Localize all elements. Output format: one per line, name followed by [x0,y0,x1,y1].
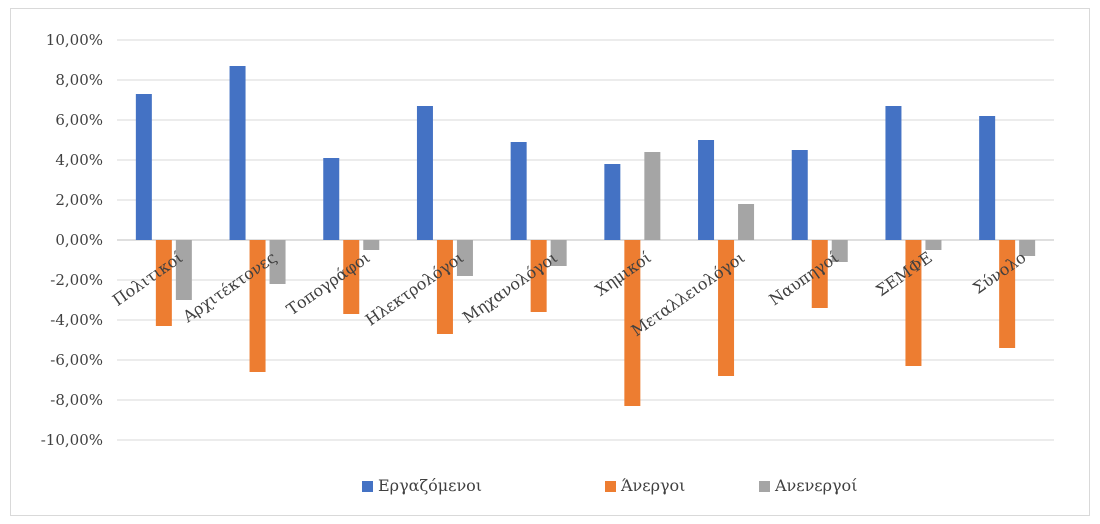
y-tick-label: -8,00% [50,391,103,409]
bar [831,240,848,262]
bar [229,66,246,240]
bar [999,240,1016,348]
bar [550,240,567,266]
bar [363,240,380,250]
legend: Εργαζόμενοι Άνεργοι Ανενεργοί [362,476,857,495]
y-tick-label: 0,00% [55,231,103,249]
y-tick-label: -6,00% [50,351,103,369]
bar [925,240,942,250]
category-label: ΣΕΜΦΕ [872,248,935,300]
category-label: Τοπογράφοι [283,248,374,319]
y-tick-label: 2,00% [55,191,103,209]
category-label: Ναυπηγοί [766,248,843,310]
bar [456,240,473,276]
bar [1019,240,1036,256]
bar [343,240,360,314]
legend-label: Εργαζόμενοι [378,476,482,495]
bar [604,164,621,240]
bar [979,116,996,240]
category-label: Χημικοί [592,248,655,300]
bar [644,152,661,240]
bar [624,240,641,406]
category-label: Πολιτικοί [109,248,186,310]
y-tick-label: 6,00% [55,111,103,129]
y-axis-ticks: 10,00% 8,00% 6,00% 4,00% 2,00% 0,00% -2,00% -4,… [41,31,103,449]
bar [510,142,527,240]
bar [905,240,922,366]
bar [135,94,152,240]
legend-label: Ανενεργοί [774,476,857,495]
y-tick-label: 4,00% [55,151,103,169]
y-tick-label: 8,00% [55,71,103,89]
bar [436,240,453,334]
y-tick-label: 10,00% [46,31,103,49]
legend-swatch [605,481,616,492]
legend-swatch [759,481,770,492]
y-tick-label: -10,00% [41,431,103,449]
y-tick-label: -4,00% [50,311,103,329]
bar [698,140,715,240]
y-tick-label: -2,00% [50,271,103,289]
bar [155,240,172,326]
bar [885,106,902,240]
bar [269,240,286,284]
legend-label: Άνεργοι [620,476,685,495]
bar [416,106,433,240]
bar [738,204,755,240]
bar [323,158,340,240]
legend-swatch [362,481,373,492]
bar [249,240,266,372]
bar [811,240,828,308]
bar [175,240,192,300]
bar [718,240,735,376]
bar [530,240,547,312]
bars [135,66,1036,406]
bar [791,150,808,240]
